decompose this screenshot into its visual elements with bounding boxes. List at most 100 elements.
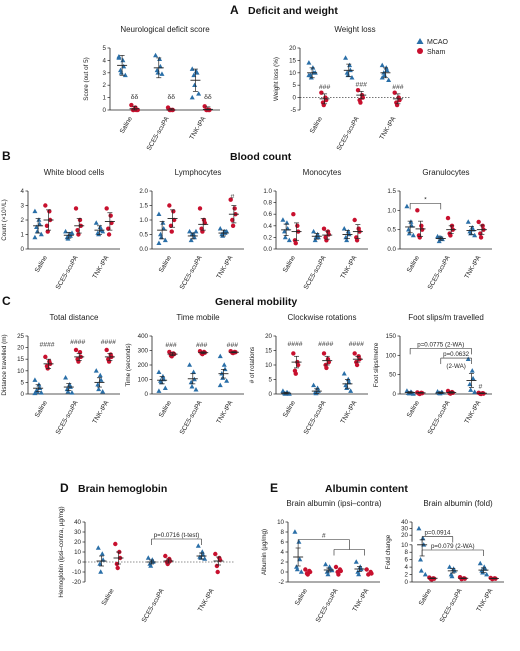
x-category-label: Saline [100, 587, 115, 607]
data-point-mcao [379, 62, 385, 68]
y-tick-label: 5 [269, 377, 273, 384]
y-tick-label: 30 [74, 529, 81, 536]
data-point-mcao [187, 362, 193, 367]
data-point-sham [358, 100, 363, 105]
y-tick-label: 300 [138, 348, 149, 355]
y-tick-label: 2 [103, 82, 107, 89]
y-tick-label: 1.0 [139, 217, 148, 224]
data-point-mcao [315, 385, 321, 390]
section-letter-d: D [60, 481, 69, 495]
data-point-mcao [477, 560, 483, 566]
y-tick-label: 0 [293, 95, 297, 102]
data-point-mcao [93, 368, 99, 373]
data-point-sham [303, 567, 308, 572]
y-tick-label: 40 [401, 519, 408, 526]
data-point-sham [354, 362, 360, 368]
y-tick-label: 15 [289, 57, 296, 64]
x-category-label: Saline [406, 399, 421, 419]
data-point-sham [108, 213, 113, 218]
y-tick-label: -20 [72, 579, 82, 586]
chart-time: Time mobile 0 100 200 300 400 Time (seconds) Sa… [125, 313, 244, 436]
data-point-sham [295, 362, 301, 368]
legend: MCAO Sham [416, 38, 449, 56]
data-point-sham [197, 206, 203, 211]
x-category-label: TNK-tPA [189, 115, 208, 141]
bracket-label: p=0.0632 [443, 351, 470, 358]
data-point-mcao [188, 237, 194, 243]
data-point-mcao [65, 388, 71, 394]
x-category-label: Saline [158, 254, 173, 274]
data-point-sham [305, 572, 310, 577]
y-tick-label: 2 [21, 217, 25, 224]
x-category-label: SCE5-scuPA [179, 399, 204, 436]
data-point-mcao [95, 545, 101, 550]
data-point-mcao [32, 234, 38, 240]
x-category-label: SCE5-scuPA [315, 587, 340, 624]
data-point-mcao [162, 385, 168, 390]
data-point-mcao [157, 56, 163, 61]
y-axis-label: Time (seconds) [125, 343, 132, 386]
data-point-mcao [122, 72, 128, 78]
chart-foot: Foot slips/m travelled 0 50 100 150 Foot slip… [373, 313, 492, 436]
x-category-label: TNK-tPA [92, 399, 111, 425]
data-point-mcao [217, 226, 223, 231]
x-category-label: TNK-tPA [464, 399, 483, 425]
data-point-mcao [191, 234, 197, 240]
chart-title: Lymphocytes [175, 168, 222, 177]
data-point-sham [478, 391, 484, 397]
significance-mark: δδ [131, 94, 139, 101]
y-tick-label: 8 [281, 529, 285, 536]
x-category-label: SCE5-scuPA [427, 254, 452, 291]
data-point-mcao [189, 94, 195, 100]
y-tick-label: 1.0 [263, 188, 272, 195]
x-category-label: TNK-tPA [476, 587, 495, 613]
data-point-mcao [306, 72, 312, 78]
y-tick-label: 2 [281, 559, 285, 566]
data-point-mcao [96, 386, 102, 392]
legend-mcao-label: MCAO [427, 39, 449, 46]
y-tick-label: 10 [277, 519, 284, 526]
data-point-sham [215, 569, 220, 575]
data-point-mcao [192, 82, 198, 87]
data-point-mcao [195, 543, 201, 548]
data-point-sham [321, 351, 327, 356]
data-point-mcao [69, 230, 75, 235]
y-tick-label: 10 [289, 70, 296, 77]
data-point-sham [104, 347, 109, 353]
data-point-sham [459, 576, 464, 582]
section-b-header: B Blood count [2, 149, 292, 163]
section-letter-c: C [2, 294, 11, 308]
x-category-label: TNK-tPA [379, 115, 398, 141]
data-point-mcao [418, 556, 424, 562]
section-letter-b: B [2, 149, 11, 163]
significance-mark: #### [70, 339, 85, 346]
data-point-mcao [344, 385, 350, 390]
data-point-mcao [69, 390, 75, 395]
y-axis-label: Hemoglobin (ipsi–contra, µg/mg) [58, 506, 65, 597]
y-axis-label: Fold change [385, 534, 392, 569]
y-tick-label: 10 [74, 549, 81, 556]
data-point-mcao [315, 231, 321, 237]
chart-wbc: White blood cells 0 1 2 3 4 Count (×10⁹/L) Sali… [1, 168, 120, 291]
y-axis-label: Distance travelled (m) [1, 334, 8, 395]
data-point-mcao [383, 65, 389, 70]
y-tick-label: 150 [386, 333, 397, 340]
data-point-mcao [345, 228, 351, 234]
data-point-sham [333, 564, 339, 570]
y-tick-label: 100 [386, 352, 397, 359]
data-point-mcao [194, 70, 200, 75]
y-tick-label: 0 [281, 569, 285, 576]
data-point-mcao [449, 573, 455, 579]
data-point-mcao [343, 55, 349, 60]
data-point-mcao [148, 563, 154, 568]
data-point-sham [291, 212, 296, 217]
significance-mark: ### [196, 342, 208, 349]
data-point-sham [169, 354, 174, 359]
data-point-mcao [386, 77, 392, 83]
x-category-label: SCE5-scuPA [141, 587, 166, 624]
data-point-mcao [158, 379, 164, 385]
y-tick-label: 5 [21, 379, 25, 386]
chart-title: White blood cells [44, 168, 104, 177]
chart-title: Monocytes [303, 168, 342, 177]
data-point-mcao [420, 535, 426, 541]
